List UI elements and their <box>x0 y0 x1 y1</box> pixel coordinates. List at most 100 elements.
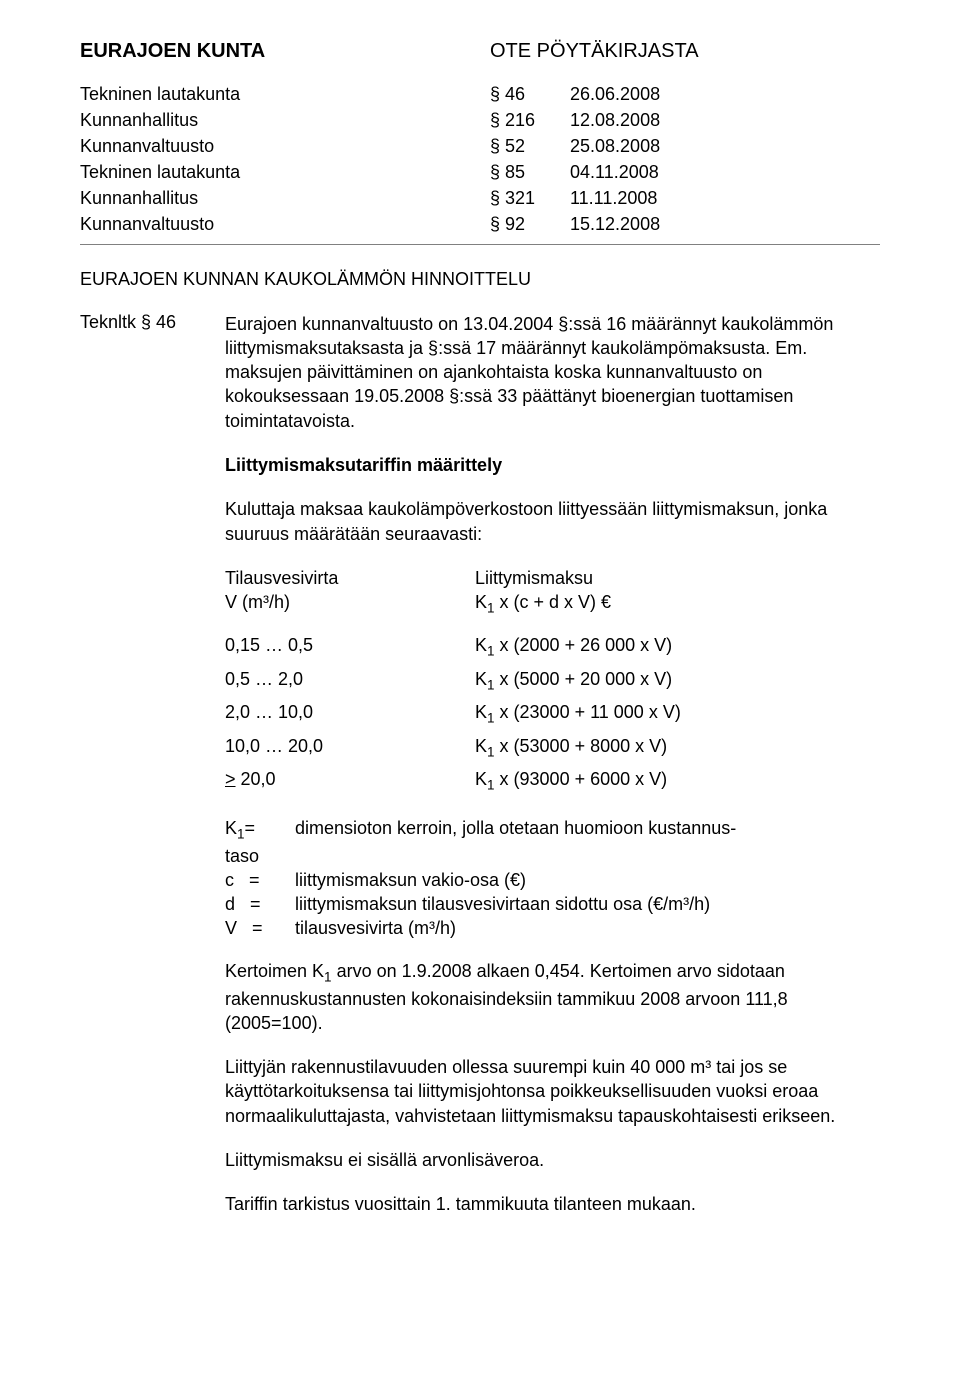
tariff-subhead-left: V (m³/h) <box>225 590 475 618</box>
tariff-range: 0,5 … 2,0 <box>225 664 475 698</box>
k-suffix: x (5000 + 20 000 x V) <box>495 669 673 689</box>
tariff-range: 2,0 … 10,0 <box>225 697 475 731</box>
meetings-list: Tekninen lautakunta § 46 26.06.2008 Kunn… <box>80 81 880 238</box>
meeting-name: Kunnanvaltuusto <box>80 211 490 237</box>
subscript-1: 1 <box>487 644 495 659</box>
tariff-range: 10,0 … 20,0 <box>225 731 475 765</box>
def-row: taso <box>225 844 880 868</box>
meeting-date: 15.12.2008 <box>570 211 710 237</box>
body-text: Eurajoen kunnanvaltuusto on 13.04.2004 §… <box>225 312 880 1217</box>
alv-para: Liittymismaksu ei sisällä arvonlisäveroa… <box>225 1148 880 1172</box>
tariff-head: Tilausvesivirta Liittymismaksu <box>225 566 880 590</box>
def-text: tilausvesivirta (m³/h) <box>295 916 880 940</box>
k-prefix: K <box>475 669 487 689</box>
meeting-section: § 52 <box>490 133 570 159</box>
org-name: EURAJOEN KUNTA <box>80 40 490 63</box>
subscript-1: 1 <box>237 826 245 841</box>
header: EURAJOEN KUNTA OTE PÖYTÄKIRJASTA <box>80 40 880 63</box>
page: EURAJOEN KUNTA OTE PÖYTÄKIRJASTA Teknine… <box>0 0 960 1257</box>
meeting-name: Kunnanvaltuusto <box>80 133 490 159</box>
def-row: c = liittymismaksun vakio-osa (€) <box>225 868 880 892</box>
doc-type: OTE PÖYTÄKIRJASTA <box>490 40 699 63</box>
subscript-1: 1 <box>487 744 495 759</box>
k-suffix: x (2000 + 26 000 x V) <box>495 635 673 655</box>
def-text: liittymismaksun tilausvesivirtaan sidott… <box>295 892 880 916</box>
liittyjan-para: Liittyjän rakennustilavuuden ollessa suu… <box>225 1055 880 1128</box>
meeting-date: 04.11.2008 <box>570 159 710 185</box>
meeting-section: § 46 <box>490 81 570 107</box>
k-suffix: x (53000 + 8000 x V) <box>495 736 668 756</box>
def-label: K1= <box>225 816 295 844</box>
tariff-row: > 20,0 K1 x (93000 + 6000 x V) <box>225 764 880 798</box>
meeting-row: Kunnanvaltuusto § 92 15.12.2008 <box>80 211 880 237</box>
tariff-row: 0,15 … 0,5 K1 x (2000 + 26 000 x V) <box>225 630 880 664</box>
meeting-date: 26.06.2008 <box>570 81 710 107</box>
subscript-1: 1 <box>487 711 495 726</box>
tariff-subhead-right: K1 x (c + d x V) € <box>475 590 880 618</box>
meeting-row: Kunnanhallitus § 216 12.08.2008 <box>80 107 880 133</box>
k-suffix: x (c + d x V) € <box>495 592 612 612</box>
def-label: V = <box>225 916 295 940</box>
tariff-formula: K1 x (2000 + 26 000 x V) <box>475 630 880 664</box>
meeting-name: Kunnanhallitus <box>80 107 490 133</box>
meeting-name: Tekninen lautakunta <box>80 81 490 107</box>
tariff-heading: Liittymismaksutariffin määrittely <box>225 453 880 477</box>
meeting-date: 11.11.2008 <box>570 185 710 211</box>
body-row: Teknltk § 46 Eurajoen kunnanvaltuusto on… <box>80 312 880 1217</box>
k-prefix: K <box>475 736 487 756</box>
def-label: taso <box>225 844 295 868</box>
k-prefix: K <box>475 592 487 612</box>
tariff-row: 0,5 … 2,0 K1 x (5000 + 20 000 x V) <box>225 664 880 698</box>
def-text <box>295 844 880 868</box>
tariff-range: 0,15 … 0,5 <box>225 630 475 664</box>
tariff-formula: K1 x (5000 + 20 000 x V) <box>475 664 880 698</box>
subscript-1: 1 <box>324 969 332 984</box>
meeting-row: Tekninen lautakunta § 46 26.06.2008 <box>80 81 880 107</box>
tariff-formula: K1 x (93000 + 6000 x V) <box>475 764 880 798</box>
kertoimen-para: Kertoimen K1 arvo on 1.9.2008 alkaen 0,4… <box>225 959 880 1035</box>
meeting-row: Kunnanvaltuusto § 52 25.08.2008 <box>80 133 880 159</box>
eq: = <box>245 818 256 838</box>
meeting-name: Kunnanhallitus <box>80 185 490 211</box>
meeting-section: § 92 <box>490 211 570 237</box>
k-prefix: K <box>225 818 237 838</box>
meeting-date: 25.08.2008 <box>570 133 710 159</box>
k-suffix: x (23000 + 11 000 x V) <box>495 702 681 722</box>
meeting-section: § 216 <box>490 107 570 133</box>
subscript-1: 1 <box>487 778 495 793</box>
def-row: K1= dimensioton kerroin, jolla otetaan h… <box>225 816 880 844</box>
def-row: d = liittymismaksun tilausvesivirtaan si… <box>225 892 880 916</box>
tariff-row: 10,0 … 20,0 K1 x (53000 + 8000 x V) <box>225 731 880 765</box>
meeting-date: 12.08.2008 <box>570 107 710 133</box>
k-suffix: x (93000 + 6000 x V) <box>495 769 668 789</box>
tariff-subhead: V (m³/h) K1 x (c + d x V) € <box>225 590 880 618</box>
def-row: V = tilausvesivirta (m³/h) <box>225 916 880 940</box>
k-prefix: K <box>475 635 487 655</box>
tariff-table: Tilausvesivirta Liittymismaksu V (m³/h) … <box>225 566 880 798</box>
tarkistus-para: Tariffin tarkistus vuosittain 1. tammiku… <box>225 1192 880 1216</box>
meeting-name: Tekninen lautakunta <box>80 159 490 185</box>
k-prefix: K <box>475 702 487 722</box>
tariff-range: > 20,0 <box>225 764 475 798</box>
section-title: EURAJOEN KUNNAN KAUKOLÄMMÖN HINNOITTELU <box>80 269 880 290</box>
tariff-head-left: Tilausvesivirta <box>225 566 475 590</box>
k-prefix: K <box>475 769 487 789</box>
tariff-intro: Kuluttaja maksaa kaukolämpöverkostoon li… <box>225 497 880 546</box>
subscript-1: 1 <box>487 601 495 616</box>
tariff-formula: K1 x (23000 + 11 000 x V) <box>475 697 880 731</box>
item-label: Teknltk § 46 <box>80 312 225 1217</box>
tariff-formula: K1 x (53000 + 8000 x V) <box>475 731 880 765</box>
meeting-section: § 85 <box>490 159 570 185</box>
meeting-row: Kunnanhallitus § 321 11.11.2008 <box>80 185 880 211</box>
def-text: liittymismaksun vakio-osa (€) <box>295 868 880 892</box>
meeting-row: Tekninen lautakunta § 85 04.11.2008 <box>80 159 880 185</box>
meeting-section: § 321 <box>490 185 570 211</box>
tariff-row: 2,0 … 10,0 K1 x (23000 + 11 000 x V) <box>225 697 880 731</box>
def-text: dimensioton kerroin, jolla otetaan huomi… <box>295 816 880 844</box>
kertoimen-prefix: Kertoimen K <box>225 961 324 981</box>
subscript-1: 1 <box>487 677 495 692</box>
definitions: K1= dimensioton kerroin, jolla otetaan h… <box>225 816 880 941</box>
def-label: c = <box>225 868 295 892</box>
intro-para: Eurajoen kunnanvaltuusto on 13.04.2004 §… <box>225 312 880 433</box>
tariff-head-right: Liittymismaksu <box>475 566 880 590</box>
